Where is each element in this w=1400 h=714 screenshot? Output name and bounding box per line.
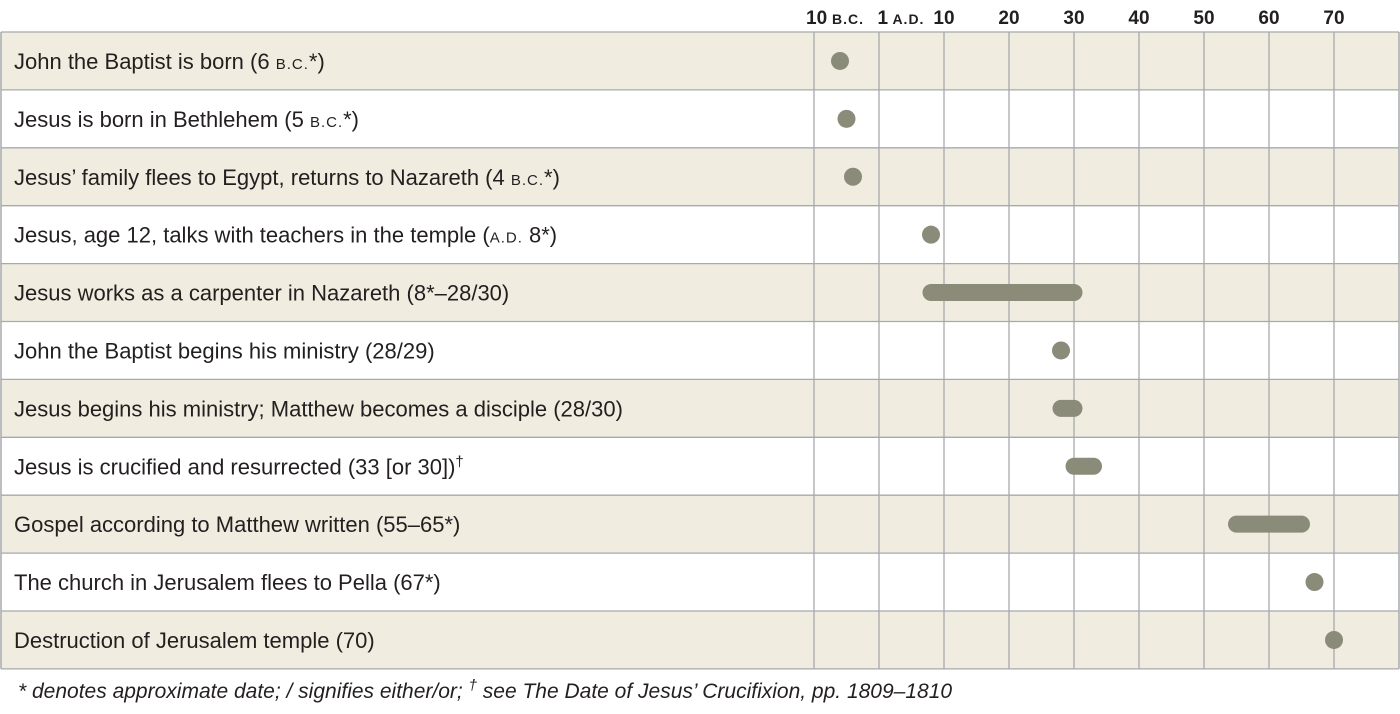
event-label: John the Baptist begins his ministry (28… xyxy=(14,338,435,363)
axis-tick-label: 50 xyxy=(1193,8,1214,29)
event-dot xyxy=(1052,341,1070,360)
footnote: * denotes approximate date; / signifies … xyxy=(18,677,953,704)
footnote-text-1: * denotes approximate date; / signifies … xyxy=(18,680,469,703)
axis-tick-label: 10 xyxy=(933,8,954,29)
event-label: John the Baptist is born (6 B.C.*) xyxy=(14,49,325,74)
event-dot xyxy=(1305,573,1324,592)
row-band xyxy=(1,553,1399,611)
axis-tick-label: 30 xyxy=(1063,8,1084,29)
event-dot xyxy=(922,225,940,244)
row-band xyxy=(1,611,1399,669)
event-label: Destruction of Jerusalem temple (70) xyxy=(14,628,375,653)
footnote-dagger: † xyxy=(468,677,477,694)
event-dot xyxy=(844,167,862,186)
event-dot xyxy=(1325,630,1343,649)
row-band xyxy=(1,147,1399,206)
event-label: Jesus is crucified and resurrected (33 [… xyxy=(14,453,464,480)
axis-tick-label: 40 xyxy=(1128,8,1149,29)
row-band xyxy=(1,263,1399,322)
axis-tick-label: 70 xyxy=(1323,8,1344,29)
row-band xyxy=(1,495,1399,554)
event-label: The church in Jerusalem flees to Pella (… xyxy=(14,570,441,595)
event-label: Jesus’ family flees to Egypt, returns to… xyxy=(14,165,560,190)
axis-tick-label: 10 B.C. xyxy=(806,8,864,29)
row-band xyxy=(1,32,1399,90)
row-band xyxy=(1,379,1399,438)
row-band xyxy=(1,437,1399,496)
row-band xyxy=(1,89,1399,148)
axis-tick-label: 20 xyxy=(998,8,1019,29)
event-label: Jesus is born in Bethlehem (5 B.C.*) xyxy=(14,107,359,132)
event-label: Jesus begins his ministry; Matthew becom… xyxy=(14,396,623,421)
timeline-chart: 10 B.C. 1 A.D. 10 20 30 40 50 60 70 John the Bapt… xyxy=(0,8,1400,670)
event-dot xyxy=(837,109,856,128)
footnote-text-2: see The Date of Jesus’ Crucifixion, pp. … xyxy=(476,680,953,703)
event-label: Gospel according to Matthew written (55–… xyxy=(14,512,460,537)
axis-tick-label: 1 A.D. xyxy=(878,8,925,29)
event-dot xyxy=(831,51,849,70)
row-band xyxy=(1,205,1399,264)
event-label: Jesus, age 12, talks with teachers in th… xyxy=(14,223,557,248)
row-band xyxy=(1,321,1399,380)
event-label: Jesus works as a carpenter in Nazareth (… xyxy=(14,281,509,306)
axis-tick-label: 60 xyxy=(1258,8,1279,29)
